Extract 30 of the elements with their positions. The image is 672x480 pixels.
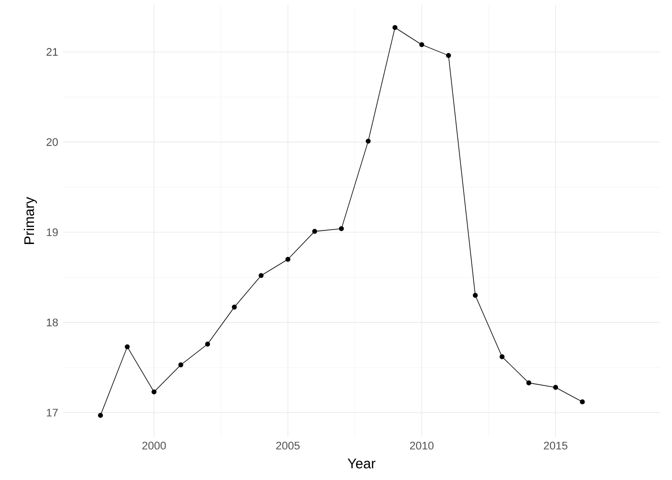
point: [285, 256, 290, 262]
point: [205, 342, 210, 347]
y-tick-label: 18: [46, 318, 58, 326]
x-tick-label: 2005: [276, 442, 300, 450]
y-tick-label: 20: [46, 138, 58, 146]
point: [500, 354, 505, 360]
point: [366, 138, 371, 144]
x-tick-label: 2015: [544, 442, 568, 450]
y-tick-label: 21: [46, 48, 58, 56]
x-tick-label: 2010: [410, 442, 434, 450]
point: [232, 304, 237, 310]
point: [472, 292, 478, 298]
point: [338, 226, 344, 232]
point: [446, 53, 451, 58]
point: [178, 362, 184, 368]
point: [419, 42, 424, 48]
point: [124, 344, 130, 350]
point: [580, 399, 585, 404]
y-axis-title: Primary: [24, 196, 37, 244]
x-tick-label: 2000: [142, 442, 166, 450]
x-axis-title: Year: [348, 458, 376, 468]
point: [312, 228, 318, 234]
point: [98, 412, 103, 418]
point: [553, 384, 558, 390]
point: [258, 273, 264, 278]
point: [392, 25, 398, 30]
y-tick-label: 19: [46, 228, 58, 236]
point: [152, 389, 156, 394]
point: [526, 380, 532, 386]
y-tick-label: 17: [46, 408, 58, 416]
